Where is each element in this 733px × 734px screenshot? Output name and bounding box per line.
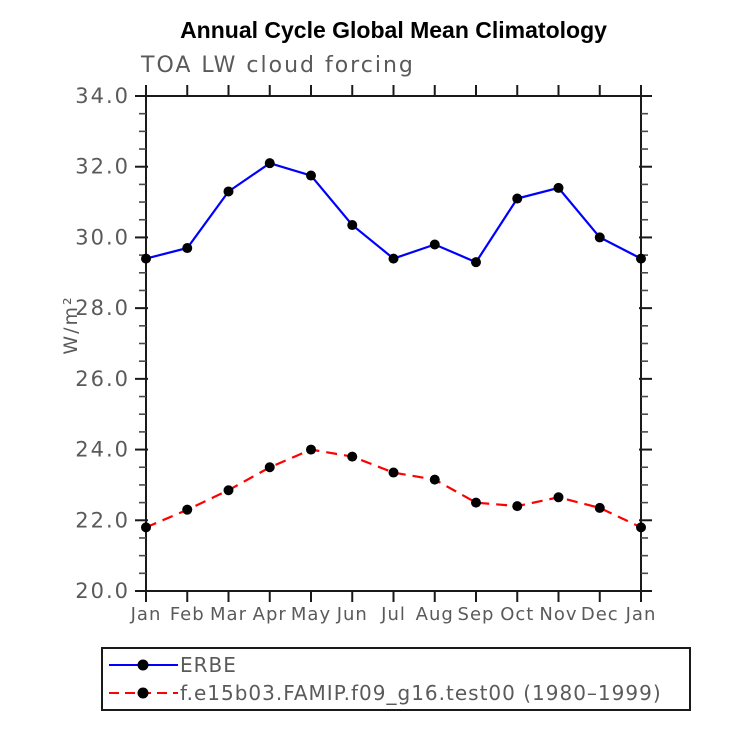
- series-marker-erbe: [594, 232, 605, 243]
- legend-line-sample-solid: [109, 659, 178, 671]
- series-marker-model: [264, 462, 275, 473]
- y-tick-label: 22.0: [75, 508, 130, 532]
- y-tick-label: 20.0: [75, 579, 130, 603]
- x-tick-label: Apr: [253, 604, 287, 625]
- series-marker-model: [388, 467, 399, 478]
- series-marker-erbe: [429, 239, 440, 250]
- series-marker-model: [223, 485, 234, 496]
- series-marker-erbe: [182, 243, 193, 254]
- series-marker-erbe: [347, 220, 358, 231]
- y-tick-label: 30.0: [75, 225, 130, 249]
- series-marker-erbe: [141, 253, 151, 264]
- axis-frame: [145, 95, 642, 592]
- x-tick-label: Aug: [416, 604, 454, 625]
- series-marker-erbe: [264, 158, 275, 169]
- series-marker-erbe: [306, 170, 316, 181]
- legend-label-model: f.e15b03.FAMIP.f09_g16.test00 (1980–1999…: [180, 681, 662, 706]
- y-tick-label: 24.0: [75, 438, 130, 462]
- y-tick-label: 32.0: [75, 155, 130, 179]
- series-marker-erbe: [553, 182, 564, 193]
- x-tick-label: Mar: [210, 604, 247, 625]
- series-marker-model: [471, 497, 481, 508]
- y-tick-label: 26.0: [75, 367, 130, 391]
- series-marker-erbe: [223, 186, 234, 197]
- series-marker-model: [512, 501, 523, 512]
- x-tick-label: Oct: [500, 604, 534, 625]
- series-marker-model: [182, 504, 193, 515]
- x-tick-label: May: [291, 604, 331, 625]
- y-tick-label: 28.0: [75, 296, 130, 320]
- x-tick-label: Dec: [581, 604, 619, 625]
- legend-item-erbe: ERBE: [103, 652, 689, 678]
- plot-area: Jan Feb Mar Apr May Jun Jul Aug Sep Oct Nov Dec Jan 3…: [75, 84, 657, 625]
- series-marker-model: [347, 451, 358, 462]
- series-marker-model: [553, 492, 564, 503]
- legend-line-sample-dashed: [109, 687, 178, 699]
- legend-label-erbe: ERBE: [180, 652, 237, 677]
- legend-item-model: f.e15b03.FAMIP.f09_g16.test00 (1980–1999…: [103, 680, 689, 706]
- x-tick-label: Jan: [625, 604, 657, 625]
- series-line-erbe: [145, 161, 642, 264]
- x-tick-label: Jul: [380, 604, 406, 625]
- series-marker-model: [141, 522, 151, 533]
- series-marker-model: [306, 444, 316, 455]
- series-marker-model: [636, 522, 646, 533]
- series-line-model: [145, 448, 642, 529]
- legend: ERBE f.e15b03.FAMIP.f09_g16.test00 (1980…: [101, 647, 691, 711]
- series-marker-erbe: [512, 193, 523, 204]
- x-tick-label: Jun: [336, 604, 368, 625]
- chart-subtitle: TOA LW cloud forcing: [141, 53, 415, 78]
- chart-title: Annual Cycle Global Mean Climatology: [180, 17, 607, 43]
- x-tick-label: Jan: [130, 604, 162, 625]
- x-tick-label: Sep: [458, 604, 495, 625]
- x-tick-label: Feb: [170, 604, 205, 625]
- series-marker-erbe: [471, 257, 481, 268]
- y-tick-label: 34.0: [75, 84, 130, 108]
- series-marker-erbe: [636, 253, 646, 264]
- series-marker-model: [594, 502, 605, 513]
- series-marker-erbe: [388, 253, 399, 264]
- series-marker-model: [429, 474, 440, 485]
- x-tick-label: Nov: [539, 604, 577, 625]
